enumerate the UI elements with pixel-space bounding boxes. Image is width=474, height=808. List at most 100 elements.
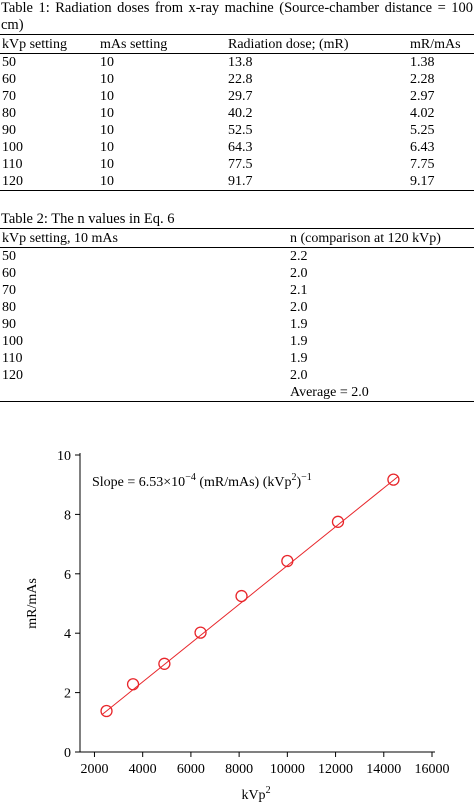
annotation-part: ) (297, 475, 302, 490)
data-point (126, 678, 140, 691)
cell: 2.28 (410, 72, 435, 87)
cell: 52.5 (228, 123, 253, 138)
cell: 22.8 (228, 72, 253, 87)
annotation-part: (mR/mAs) (kVp (196, 475, 292, 490)
table-row: 50 2.2 (0, 248, 474, 266)
table-row: 50 10 13.8 1.38 (0, 54, 474, 72)
header-row: kVp setting, 10 mAs n (comparison at 120 … (0, 228, 474, 248)
cell: 100 (2, 334, 23, 349)
header-cell: Radiation dose; (mR) (226, 34, 408, 54)
header-cell: mAs setting (98, 34, 226, 54)
x-tick-label: 14000 (366, 762, 401, 777)
cell: 110 (2, 157, 23, 172)
table-row: 100 10 64.3 6.43 (0, 139, 474, 156)
cell: 80 (2, 106, 16, 121)
cell: 10 (100, 89, 114, 104)
table-row: 80 10 40.2 4.02 (0, 105, 474, 122)
data-point (387, 473, 400, 486)
x-tick-label: 16000 (415, 762, 450, 777)
cell: 10 (100, 157, 114, 172)
cell: 5.25 (410, 123, 435, 138)
data-point (194, 626, 207, 639)
cell: 100 (2, 140, 23, 155)
table-row: 60 2.0 (0, 265, 474, 282)
data-point (235, 589, 248, 603)
cell: 2.0 (290, 368, 308, 383)
table-row: 60 10 22.8 2.28 (0, 71, 474, 88)
cell: 2.97 (410, 89, 435, 104)
y-axis-label: mR/mAs (25, 578, 40, 629)
table-row: 80 2.0 (0, 299, 474, 316)
header-cell: kVp setting (0, 34, 98, 54)
annotation-part: Slope = 6.53×10 (92, 475, 185, 490)
cell: 1.9 (290, 334, 308, 349)
cell: 2.0 (290, 266, 308, 281)
cell: 6.43 (410, 140, 435, 155)
data-point (331, 515, 345, 528)
cell: 13.8 (228, 55, 253, 70)
x-tick-label: 12000 (318, 762, 353, 777)
average-cell: Average = 2.0 (288, 384, 474, 402)
table-row: 110 1.9 (0, 350, 474, 367)
table-row: 120 10 91.7 9.17 (0, 173, 474, 191)
x-tick-label: 6000 (177, 762, 205, 777)
cell: 120 (2, 368, 23, 383)
cell: 60 (2, 72, 16, 87)
annotation: Slope = 6.53×10−4 (mR/mAs) (kVp2)−1 (92, 472, 312, 490)
table-caption: Table 2: The n values in Eq. 6 (1, 211, 175, 227)
table: kVp setting, 10 mAs n (comparison at 120 … (0, 228, 474, 402)
y-tick-label: 2 (64, 687, 71, 702)
cell: 2.0 (290, 300, 308, 315)
cell: 50 (2, 249, 16, 264)
cell: 64.3 (228, 140, 253, 155)
table-row: 70 10 29.7 2.97 (0, 88, 474, 105)
cell (0, 384, 288, 402)
table-2: Table 2: The n values in Eq. 6 kVp setti… (0, 211, 474, 402)
cell: 9.17 (408, 173, 474, 191)
x-tick-label: 4000 (129, 762, 157, 777)
cell: 120 (0, 173, 98, 191)
cell: 4.02 (410, 106, 435, 121)
data-point (100, 704, 113, 718)
y-tick-label: 0 (64, 746, 71, 761)
y-tick-label: 8 (64, 508, 71, 523)
x-label-part: kVp (241, 788, 265, 803)
chart: 0 2 4 6 8 10 2000 4000 6000 8000 10000 12000 14000 16… (25, 449, 450, 803)
table-row: 90 1.9 (0, 316, 474, 333)
cell: 90 (2, 317, 16, 332)
cell: 70 (2, 283, 16, 298)
data-point (158, 657, 171, 670)
cell: 10 (98, 173, 226, 191)
cell: 110 (2, 351, 23, 366)
cell: 60 (2, 266, 16, 281)
cell: 1.38 (410, 55, 435, 70)
table: kVp setting mAs setting Radiation dose; (m… (0, 34, 474, 191)
y-tick-label: 6 (64, 568, 71, 583)
cell: 90 (2, 123, 16, 138)
y-tick-label: 10 (57, 449, 71, 464)
x-tick-label: 8000 (225, 762, 253, 777)
cell: 10 (100, 72, 114, 87)
cell: 10 (100, 123, 114, 138)
header-cell: kVp setting, 10 mAs (0, 228, 288, 248)
data-point (281, 554, 294, 568)
header-cell: mR/mAs (408, 34, 474, 54)
cell: 1.9 (290, 317, 308, 332)
cell: 50 (2, 55, 16, 70)
cell: 80 (2, 300, 16, 315)
fit-line (101, 475, 399, 716)
cell: 77.5 (228, 157, 253, 172)
annotation-part: −4 (185, 472, 196, 483)
x-axis-label: kVp2 (241, 785, 270, 803)
annotation-part: 2 (292, 472, 297, 483)
x-tick-label: 10000 (270, 762, 305, 777)
table-caption: Table 1: Radiation doses from x-ray mach… (1, 0, 473, 33)
cell: 29.7 (228, 89, 253, 104)
table-row: Average = 2.0 (0, 384, 474, 402)
cell: 2.2 (290, 249, 308, 264)
cell: 10 (100, 140, 114, 155)
annotation-part: −1 (301, 472, 312, 483)
header-row: kVp setting mAs setting Radiation dose; (m… (0, 34, 474, 54)
cell: 91.7 (226, 173, 408, 191)
